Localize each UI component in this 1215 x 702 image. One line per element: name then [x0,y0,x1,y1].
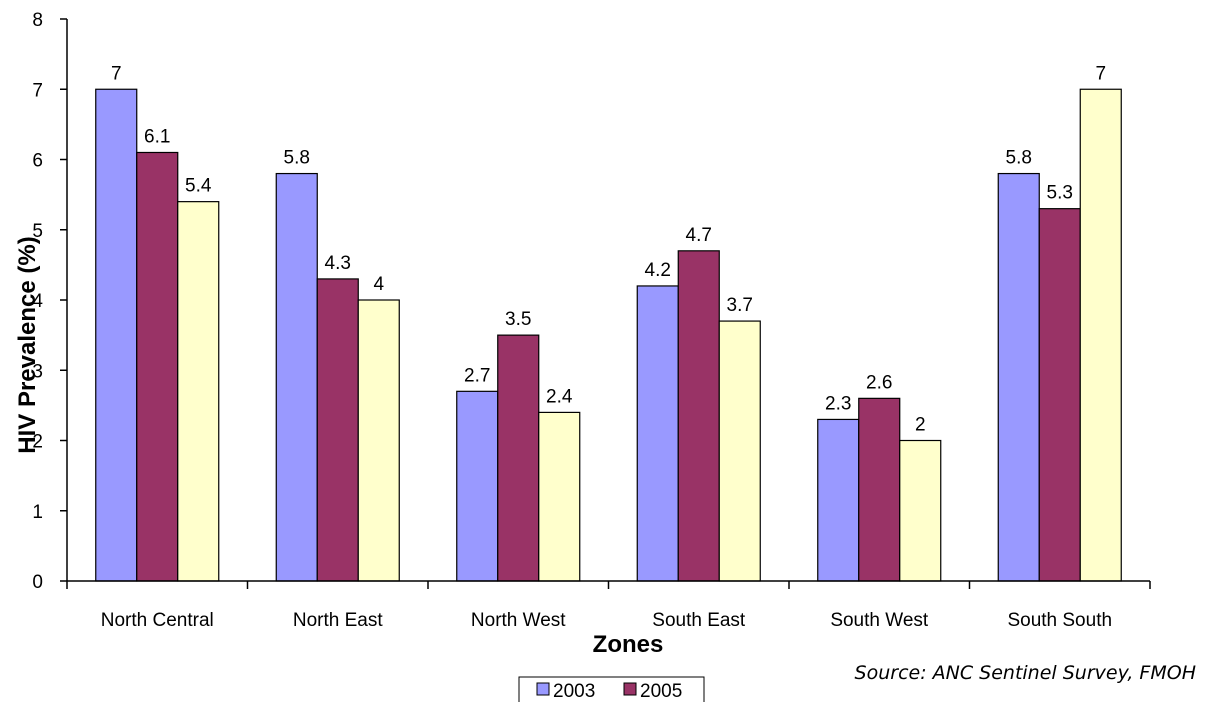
bar-south-south-series-1 [997,172,1040,582]
x-axis-title: Zones [593,631,664,658]
bar-north-west-series-3 [538,411,581,582]
bar-south-west-series-3 [899,439,942,582]
y-tick-label: 2 [32,432,43,453]
bar-north-central-series-3 [177,201,220,582]
data-label-north-east-series-2: 4.3 [325,253,351,274]
bar-north-east-series-3 [357,299,400,582]
y-tick-label: 6 [32,151,43,172]
data-label-south-south-series-3: 7 [1095,63,1106,84]
data-label-south-south-series-1: 5.8 [1006,148,1032,169]
bars [95,88,1122,582]
bar-south-west-series-2 [858,397,901,582]
bar-south-south-series-2 [1038,208,1081,582]
source-note: Source: ANC Sentinel Survey, FMOH [855,662,1196,684]
x-tick-label-south-west: South West [830,610,929,631]
bar-south-south-series-3 [1079,88,1122,582]
bar-north-central-series-2 [136,151,179,582]
data-label-south-west-series-1: 2.3 [825,393,851,414]
data-label-north-east-series-1: 5.8 [284,148,310,169]
bar-south-west-series-1 [817,418,860,582]
legend-label-2005: 2005 [640,681,682,702]
legend-swatch-2005 [623,682,637,696]
bar-south-east-series-3 [718,320,761,582]
bar-north-central-series-1 [95,88,138,582]
x-tick-label-south-south: South South [1007,610,1112,631]
x-axis: North Central North East North West South E… [66,580,1151,631]
data-label-north-east-series-3: 4 [373,274,384,295]
data-label-south-east-series-2: 4.7 [686,225,712,246]
y-tick-label: 1 [32,502,43,523]
data-label-south-west-series-2: 2.6 [866,372,892,393]
legend: 2003 2005 [518,676,705,702]
y-axis: 0 1 2 3 4 5 6 7 8 [32,10,68,593]
data-label-south-west-series-3: 2 [915,415,926,436]
x-tick-label-north-west: North West [471,610,566,631]
y-axis-title: HIV Prevalence (%) [14,236,41,453]
bar-south-east-series-1 [636,285,679,582]
legend-frame [518,676,705,702]
data-label-north-west-series-3: 2.4 [546,386,573,407]
y-tick-label: 5 [32,221,43,242]
legend-label-2003: 2003 [553,681,595,702]
bar-north-east-series-1 [275,172,318,582]
data-label-south-east-series-3: 3.7 [727,295,753,316]
y-tick-label: 0 [32,572,43,593]
bar-north-east-series-2 [316,278,359,582]
data-label-north-west-series-1: 2.7 [464,365,490,386]
data-label-south-east-series-1: 4.2 [645,260,671,281]
bar-north-west-series-2 [497,334,540,582]
y-tick-label: 7 [32,80,43,101]
data-label-north-central-series-2: 6.1 [144,126,170,147]
x-tick-label-north-central: North Central [101,610,214,631]
data-label-north-central-series-3: 5.4 [185,176,212,197]
legend-swatch-2003 [536,682,550,696]
x-tick-label-north-east: North East [293,610,383,631]
x-tick-label-south-east: South East [652,610,746,631]
y-tick-label: 4 [32,291,43,312]
data-label-south-south-series-2: 5.3 [1047,183,1073,204]
bar-north-west-series-1 [456,390,499,582]
y-tick-label: 3 [32,361,43,382]
data-labels: 7 6.1 5.4 5.8 4.3 4 2.7 3.5 2.4 4.2 4.7 3.7 2.3 2.6 2 5… [111,63,1106,435]
data-label-north-central-series-1: 7 [111,63,122,84]
y-tick-label: 8 [32,10,43,31]
data-label-north-west-series-2: 3.5 [505,309,531,330]
bar-south-east-series-2 [677,250,720,582]
